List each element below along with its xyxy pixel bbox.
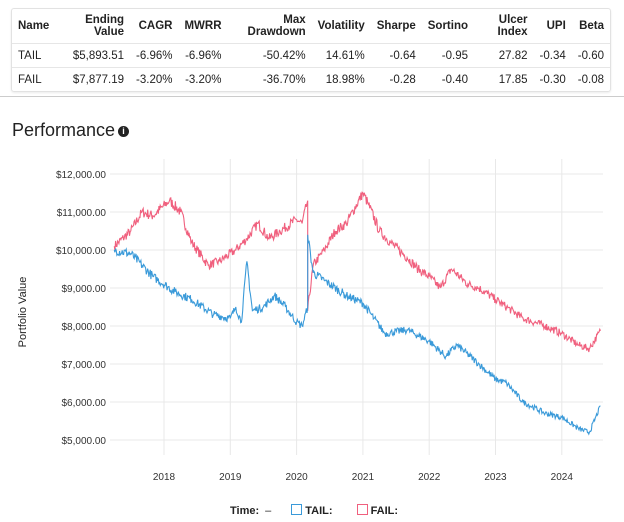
- x-tick-label: 2024: [551, 472, 574, 483]
- y-tick-label: $5,000.00: [62, 436, 107, 447]
- x-tick-label: 2019: [219, 472, 242, 483]
- table-cell: -0.95: [421, 43, 474, 68]
- table-cell: -0.60: [571, 43, 610, 68]
- table-cell: FAIL: [12, 67, 56, 91]
- column-header[interactable]: Beta: [579, 20, 604, 32]
- table-cell: $7,877.19: [55, 67, 131, 91]
- y-tick-label: $11,000.00: [57, 208, 107, 219]
- y-tick-label: $12,000.00: [56, 170, 106, 181]
- column-header[interactable]: Max Drawdown: [247, 14, 306, 38]
- table-cell: -6.96%: [130, 43, 179, 68]
- x-tick-label: 2018: [153, 472, 176, 483]
- column-header[interactable]: Sortino: [427, 20, 468, 32]
- x-tick-label: 2020: [285, 472, 308, 483]
- table-cell: -0.34: [533, 43, 572, 68]
- metrics-table: Name Ending Value CAGR MWRR Max Drawdown Vola…: [12, 9, 610, 91]
- x-tick-label: 2021: [352, 472, 375, 483]
- table-cell: -3.20%: [130, 67, 179, 91]
- table-row: FAIL $7,877.19 -3.20% -3.20% -36.70% 18.98% -0…: [12, 67, 610, 91]
- table-cell: 17.85: [474, 67, 534, 91]
- metrics-table-container: Name Ending Value CAGR MWRR Max Drawdown Vola…: [11, 8, 611, 92]
- table-cell: TAIL: [12, 43, 56, 68]
- column-header[interactable]: MWRR: [184, 20, 222, 32]
- series-line-tail: [113, 234, 601, 436]
- table-header-row: Name Ending Value CAGR MWRR Max Drawdown Vola…: [12, 9, 610, 44]
- column-header[interactable]: Name: [18, 20, 50, 32]
- divider: [0, 96, 624, 97]
- y-tick-label: $9,000.00: [62, 284, 107, 295]
- legend-tail-label: TAIL:: [305, 505, 333, 517]
- column-header[interactable]: Ulcer Index: [497, 14, 528, 38]
- column-header[interactable]: CAGR: [138, 20, 173, 32]
- page-title: Performance i: [12, 120, 130, 141]
- y-tick-label: $7,000.00: [62, 360, 107, 371]
- table-cell: 18.98%: [311, 67, 371, 91]
- legend-time-label: Time:: [230, 504, 260, 517]
- table-cell: $5,893.51: [55, 43, 131, 68]
- y-tick-label: $6,000.00: [62, 398, 107, 409]
- fail-swatch-icon: [356, 504, 368, 515]
- legend: Time: – TAIL: FAIL:: [230, 504, 398, 517]
- table-cell: -0.64: [370, 43, 422, 68]
- table-cell: -0.30: [533, 67, 572, 91]
- table-cell: -3.20%: [178, 67, 228, 91]
- table-cell: -0.08: [571, 67, 610, 91]
- column-header[interactable]: Volatility: [317, 20, 365, 32]
- table-cell: 14.61%: [311, 43, 371, 68]
- tail-swatch-icon: [291, 504, 303, 515]
- y-tick-label: $10,000.00: [56, 246, 106, 257]
- series-line-fail: [113, 191, 601, 353]
- table-cell: -6.96%: [178, 43, 228, 68]
- y-tick-label: $8,000.00: [62, 322, 107, 333]
- table-cell: -0.28: [370, 67, 422, 91]
- table-cell: -0.40: [421, 67, 474, 91]
- legend-item-tail[interactable]: TAIL:: [291, 504, 333, 517]
- x-tick-label: 2023: [484, 472, 507, 483]
- column-header[interactable]: UPI: [546, 20, 566, 32]
- legend-item-fail[interactable]: FAIL:: [356, 504, 399, 517]
- x-tick-label: 2022: [418, 472, 441, 483]
- table-cell: -36.70%: [227, 67, 312, 91]
- column-header[interactable]: Ending Value: [85, 14, 125, 38]
- legend-time-value: –: [265, 504, 272, 517]
- table-row: TAIL $5,893.51 -6.96% -6.96% -50.42% 14.61% -0…: [12, 43, 610, 68]
- info-icon[interactable]: i: [118, 126, 130, 137]
- table-cell: 27.82: [474, 43, 534, 68]
- y-axis-label: Portfolio Value: [17, 277, 29, 348]
- column-header[interactable]: Sharpe: [376, 20, 416, 32]
- title-text: Performance: [12, 120, 116, 140]
- table-cell: -50.42%: [227, 43, 312, 68]
- legend-fail-label: FAIL:: [370, 505, 399, 517]
